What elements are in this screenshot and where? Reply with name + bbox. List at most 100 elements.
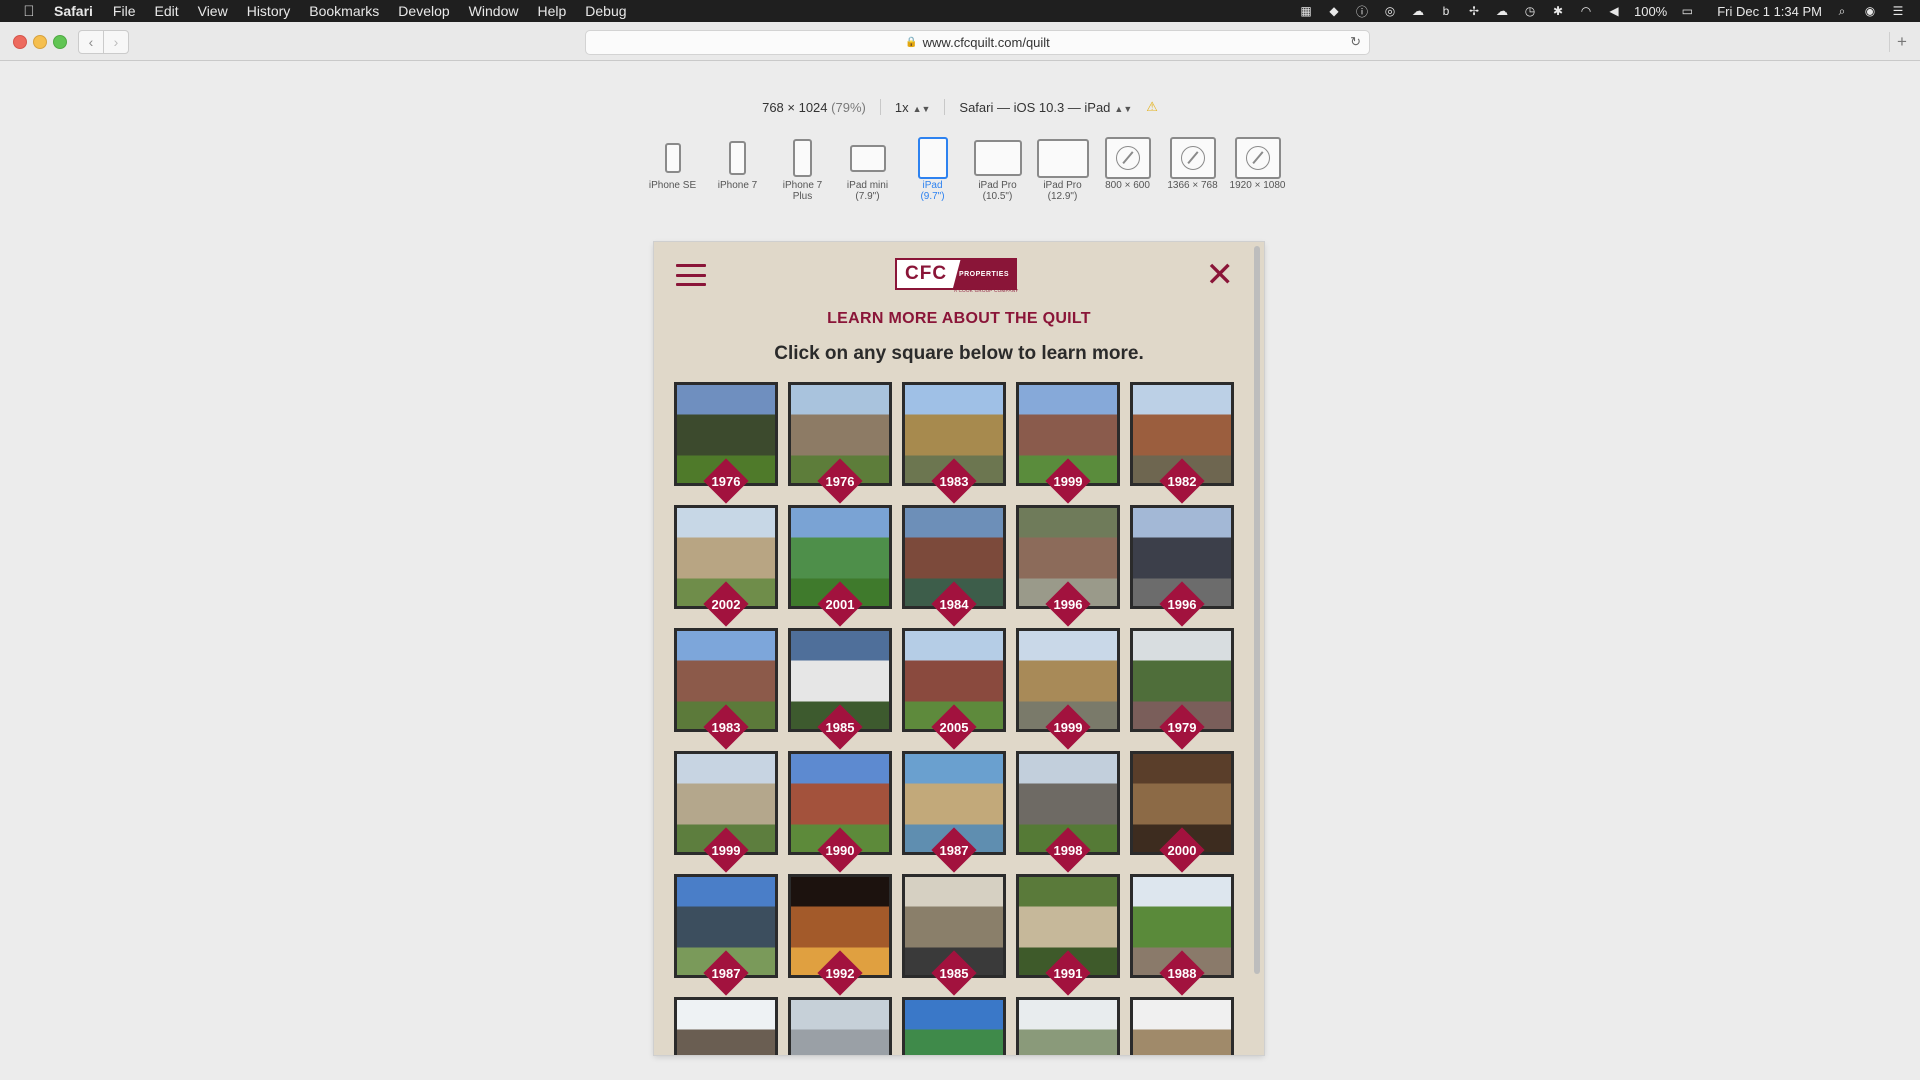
quilt-square[interactable] <box>902 997 1006 1055</box>
quilt-square[interactable] <box>674 997 778 1055</box>
bluetooth-icon[interactable]: ✱ <box>1552 4 1564 18</box>
device-label: 1366 × 768 <box>1167 180 1218 191</box>
bold-b-icon[interactable]: b <box>1442 4 1450 18</box>
dropbox-icon[interactable]: ◆ <box>1329 4 1339 18</box>
phone-icon <box>664 136 681 180</box>
quilt-square[interactable]: 1985 <box>902 874 1006 996</box>
viewport-size[interactable]: 768 × 1024 (79%) <box>762 100 866 115</box>
volume-icon[interactable]: ◀ <box>1609 4 1619 18</box>
device-1366x768[interactable]: 1366 × 768 <box>1160 136 1225 202</box>
creative-cloud-icon[interactable]: ◎ <box>1384 4 1396 18</box>
device-ipad-mini[interactable]: iPad mini (7.9") <box>835 136 900 202</box>
quilt-square[interactable] <box>1016 997 1120 1055</box>
menu-history[interactable]: History <box>246 3 291 19</box>
quilt-square[interactable]: 1983 <box>674 628 778 750</box>
battery-icon[interactable]: ▭ <box>1681 4 1693 18</box>
back-button[interactable]: ‹ <box>78 30 104 54</box>
quilt-square[interactable]: 1985 <box>788 628 892 750</box>
quilt-square[interactable]: 1999 <box>674 751 778 873</box>
plus-icon: + <box>1897 32 1907 51</box>
device-viewport: CFC PROPERTIES A COOK GROUP COMPANY ✕ LE… <box>654 242 1264 1055</box>
quilt-square[interactable]: 1984 <box>902 505 1006 627</box>
scrollbar[interactable] <box>1254 246 1260 974</box>
minimize-window-button[interactable] <box>33 35 47 49</box>
menu-develop[interactable]: Develop <box>398 3 450 19</box>
lock-icon: 🔒 <box>905 37 918 48</box>
warning-icon[interactable]: ⚠ <box>1146 99 1158 114</box>
device-iphone-7[interactable]: iPhone 7 <box>705 136 770 202</box>
device-iphone-7-plus[interactable]: iPhone 7 Plus <box>770 136 835 202</box>
quilt-square[interactable]: 1983 <box>902 382 1006 504</box>
pixel-ratio-select[interactable]: 1x ▲▼ <box>895 100 931 115</box>
close-window-button[interactable] <box>13 35 27 49</box>
quilt-square[interactable] <box>1130 997 1234 1055</box>
time-machine-icon[interactable]: ◷ <box>1524 4 1536 18</box>
page-subtitle: Click on any square below to learn more. <box>774 343 1144 364</box>
quilt-square[interactable]: 1982 <box>1130 382 1234 504</box>
pinwheel-icon[interactable]: ✢ <box>1468 4 1480 18</box>
close-icon[interactable]: ✕ <box>1205 256 1235 294</box>
user-agent-select[interactable]: Safari — iOS 10.3 — iPad ▲▼ <box>959 100 1132 115</box>
notification-center-icon[interactable]: ☰ <box>1892 4 1904 18</box>
quilt-square[interactable]: 1979 <box>1130 628 1234 750</box>
quilt-square[interactable]: 1976 <box>788 382 892 504</box>
quilt-square[interactable]: 1990 <box>788 751 892 873</box>
quilt-square[interactable]: 2000 <box>1130 751 1234 873</box>
quilt-square[interactable] <box>788 997 892 1055</box>
calendar-icon[interactable]: ▦ <box>1300 4 1312 18</box>
building-photo <box>905 1000 1003 1055</box>
menu-view[interactable]: View <box>197 3 228 19</box>
quilt-square[interactable]: 2001 <box>788 505 892 627</box>
address-bar[interactable]: 🔒 www.cfcquilt.com/quilt ↻ <box>585 30 1370 55</box>
device-ipad-9-7[interactable]: iPad (9.7") <box>900 136 965 202</box>
cloud-icon[interactable]: ☁ <box>1411 4 1424 18</box>
device-ipad-pro-12-9[interactable]: iPad Pro (12.9") <box>1030 136 1095 202</box>
quilt-square[interactable]: 1999 <box>1016 628 1120 750</box>
quilt-square-frame <box>674 997 778 1055</box>
quilt-square-frame <box>1016 505 1120 609</box>
device-ipad-pro-10-5[interactable]: iPad Pro (10.5") <box>965 136 1030 202</box>
device-label: iPhone 7 Plus <box>782 180 823 202</box>
new-tab-button[interactable]: + <box>1889 32 1914 52</box>
menu-safari[interactable]: Safari <box>54 3 93 19</box>
quilt-square[interactable]: 1992 <box>788 874 892 996</box>
year-label: 1979 <box>1167 720 1197 735</box>
menu-debug[interactable]: Debug <box>585 3 627 19</box>
menu-window[interactable]: Window <box>468 3 519 19</box>
quilt-square[interactable]: 2002 <box>674 505 778 627</box>
menu-bookmarks[interactable]: Bookmarks <box>309 3 380 19</box>
menu-help[interactable]: Help <box>537 3 567 19</box>
menubar-clock[interactable]: Fri Dec 1 1:34 PM <box>1717 3 1822 19</box>
spotlight-search-icon[interactable]: ⌕ <box>1838 3 1846 18</box>
device-label: iPhone 7 <box>717 180 758 191</box>
quilt-square[interactable]: 1976 <box>674 382 778 504</box>
quilt-square[interactable]: 2005 <box>902 628 1006 750</box>
forward-button[interactable]: › <box>103 30 129 54</box>
device-800x600[interactable]: 800 × 600 <box>1095 136 1160 202</box>
device-1920x1080[interactable]: 1920 × 1080 <box>1225 136 1290 202</box>
wifi-icon[interactable]: ◠ <box>1580 4 1592 18</box>
menu-edit[interactable]: Edit <box>154 3 179 19</box>
cfc-logo[interactable]: CFC PROPERTIES <box>895 258 1017 290</box>
year-label: 1999 <box>711 843 741 858</box>
info-icon[interactable]: ⓘ <box>1355 4 1368 19</box>
device-iphone-se[interactable]: iPhone SE <box>640 136 705 202</box>
browser-compass-icon <box>1234 136 1281 180</box>
zoom-window-button[interactable] <box>53 35 67 49</box>
quilt-square[interactable]: 1999 <box>1016 382 1120 504</box>
quilt-square-frame <box>902 997 1006 1055</box>
quilt-square[interactable]: 1987 <box>674 874 778 996</box>
hamburger-menu-icon[interactable] <box>676 264 706 286</box>
quilt-square[interactable]: 1987 <box>902 751 1006 873</box>
quilt-square[interactable]: 1988 <box>1130 874 1234 996</box>
quilt-square[interactable]: 1998 <box>1016 751 1120 873</box>
quilt-square[interactable]: 1996 <box>1016 505 1120 627</box>
apple-menu-icon[interactable]:  <box>18 3 40 20</box>
quilt-square[interactable]: 1996 <box>1130 505 1234 627</box>
siri-icon[interactable]: ◉ <box>1864 4 1876 18</box>
reload-icon[interactable]: ↻ <box>1350 34 1361 49</box>
year-label: 1983 <box>711 720 741 735</box>
cloud-app-icon[interactable]: ☁ <box>1495 4 1508 18</box>
quilt-square[interactable]: 1991 <box>1016 874 1120 996</box>
menu-file[interactable]: File <box>112 3 136 19</box>
